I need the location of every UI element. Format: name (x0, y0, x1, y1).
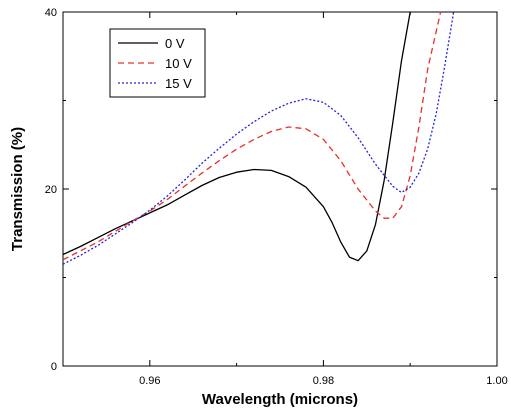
y-tick-label: 40 (45, 7, 57, 19)
legend-items: 0 V 10 V 15 V (118, 36, 192, 91)
legend: 0 V 10 V 15 V (109, 28, 206, 98)
x-axis-title: Wavelength (microns) (202, 391, 358, 408)
x-tick-label: 1.00 (486, 375, 507, 387)
x-tick-label: 0.96 (139, 375, 160, 387)
legend-label-1: 10 V (165, 56, 192, 71)
legend-label-2: 15 V (165, 76, 192, 91)
ticks-layer: 0.96 0.98 1.00 0 20 40 (45, 7, 508, 387)
legend-box (109, 28, 206, 98)
y-tick-label: 0 (51, 361, 57, 373)
series-line-2 (62, 11, 455, 265)
x-tick-label: 0.98 (313, 375, 334, 387)
series-line-1 (62, 11, 442, 261)
legend-label-0: 0 V (165, 36, 185, 51)
y-tick-label: 20 (45, 184, 57, 196)
series-layer (62, 11, 455, 265)
y-axis-title: Transmission (%) (9, 127, 26, 251)
